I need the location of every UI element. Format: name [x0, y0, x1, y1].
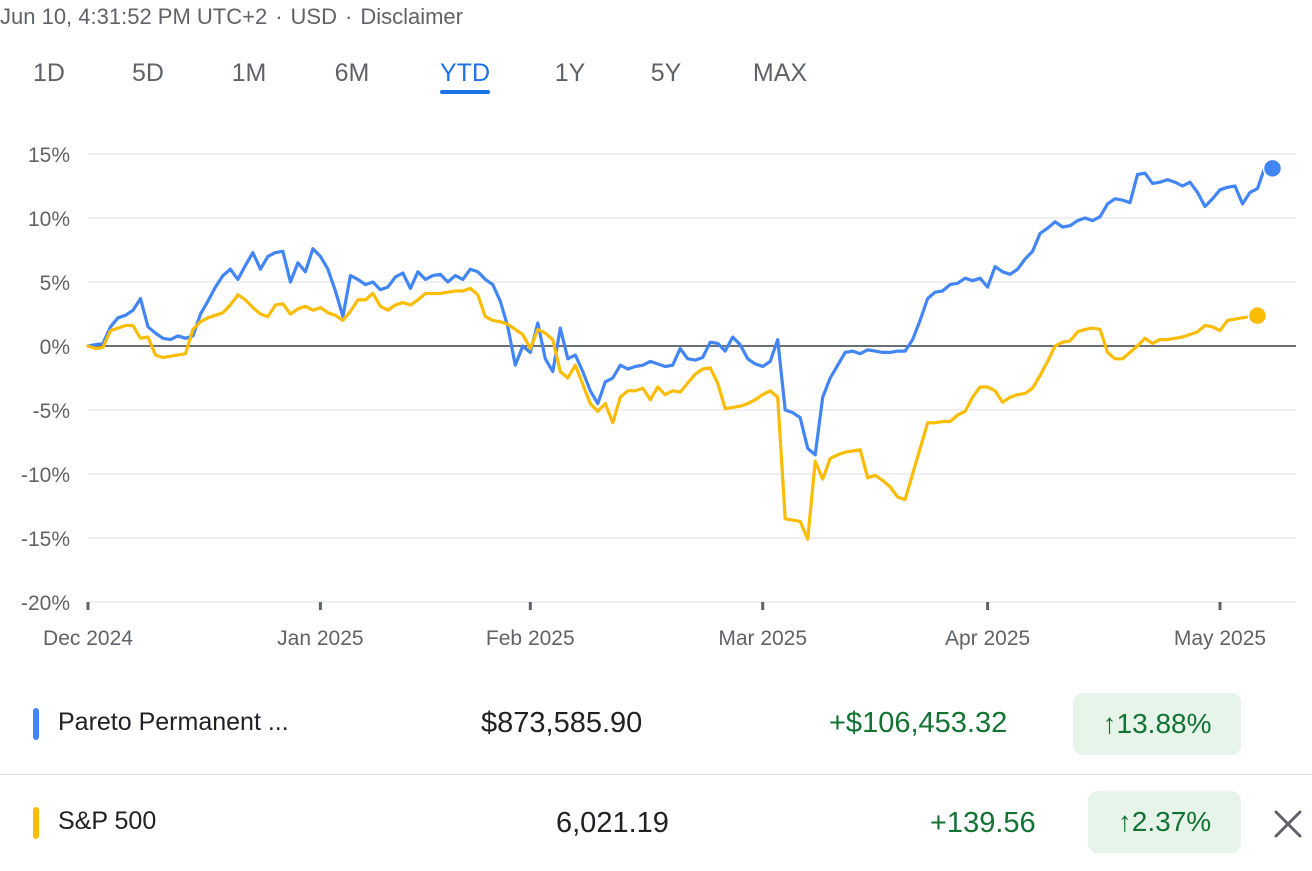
series-name: S&P 500 [58, 807, 157, 835]
tab-label: 5Y [650, 59, 682, 87]
tab-label: MAX [752, 59, 808, 87]
arrow-up-icon: ↑ [1102, 708, 1117, 739]
tab-underline [440, 90, 490, 94]
tab-label: YTD [440, 59, 490, 87]
percent-change-badge: ↑13.88% [1073, 693, 1241, 755]
tab-5d[interactable]: 5D [132, 56, 164, 96]
y-axis: 15% 10% 5% 0% -5% -10% -15% -20% [21, 144, 70, 615]
series-line [86, 165, 1275, 457]
x-tick-label: Apr 2025 [945, 627, 1030, 650]
y-tick-label: 10% [28, 208, 70, 231]
series-line [86, 286, 1260, 541]
performance-chart[interactable]: 15% 10% 5% 0% -5% -10% -15% -20% Dec 2024 Jan 20… [0, 110, 1312, 670]
tab-5y[interactable]: 5Y [651, 56, 682, 96]
legend-row-sp500[interactable]: S&P 500 6,021.19 +139.56 ↑2.37% [0, 774, 1312, 871]
arrow-up-icon: ↑ [1117, 806, 1132, 837]
series-value: 6,021.19 [556, 807, 669, 839]
separator-dot: · [344, 4, 353, 29]
y-tick-label: -20% [21, 592, 70, 615]
series-value: $873,585.90 [481, 707, 643, 739]
x-tick-label: Dec 2024 [43, 627, 133, 650]
y-tick-label: -5% [33, 400, 70, 423]
percent-value: 13.88% [1116, 708, 1212, 739]
tab-max[interactable]: MAX [753, 56, 807, 96]
series-change: +$106,453.32 [829, 707, 1008, 739]
x-tick-label: May 2025 [1174, 627, 1266, 650]
series-name: Pareto Permanent ... [58, 708, 289, 736]
percent-change-badge: ↑2.37% [1088, 791, 1241, 853]
y-tick-label: -10% [21, 464, 70, 487]
percent-value: 2.37% [1131, 806, 1212, 837]
tab-1y[interactable]: 1Y [555, 56, 586, 96]
x-tick-label: Jan 2025 [277, 627, 363, 650]
tab-label: 1M [231, 59, 267, 87]
tab-1d[interactable]: 1D [33, 56, 65, 96]
y-tick-label: 0% [40, 336, 70, 359]
header-meta: Jun 10, 4:31:52 PM UTC+2 · USD · Disclaimer [0, 4, 463, 30]
series-change: +139.56 [930, 807, 1036, 839]
y-tick-label: 5% [40, 272, 70, 295]
legend-row-pareto[interactable]: Pareto Permanent ... $873,585.90 +$106,4… [0, 676, 1312, 772]
series-endpoint-marker [1262, 158, 1283, 179]
tab-1m[interactable]: 1M [232, 56, 267, 96]
x-tick-label: Feb 2025 [486, 627, 575, 650]
series-color-swatch [33, 708, 39, 740]
series-lines [86, 158, 1283, 541]
series-color-swatch [33, 807, 39, 839]
disclaimer-link[interactable]: Disclaimer [360, 4, 463, 29]
currency: USD [290, 4, 337, 29]
series-endpoint-marker [1247, 305, 1268, 326]
x-axis: Dec 2024 Jan 2025 Feb 2025 Mar 2025 Apr 2025… [43, 602, 1266, 650]
y-tick-label: -15% [21, 528, 70, 551]
tab-label: 5D [132, 59, 164, 87]
range-tabs: 1D 5D 1M 6M YTD 1Y 5Y MAX [0, 56, 900, 100]
x-tick-label: Mar 2025 [718, 627, 807, 650]
tab-6m[interactable]: 6M [335, 56, 370, 96]
tab-ytd[interactable]: YTD [440, 56, 490, 96]
separator-dot: · [275, 4, 283, 29]
close-icon[interactable] [1270, 806, 1306, 842]
tab-label: 1Y [554, 59, 586, 87]
tab-label: 6M [334, 59, 370, 87]
timestamp: Jun 10, 4:31:52 PM UTC+2 [0, 4, 268, 29]
tab-label: 1D [33, 59, 65, 87]
y-tick-label: 15% [28, 144, 70, 167]
